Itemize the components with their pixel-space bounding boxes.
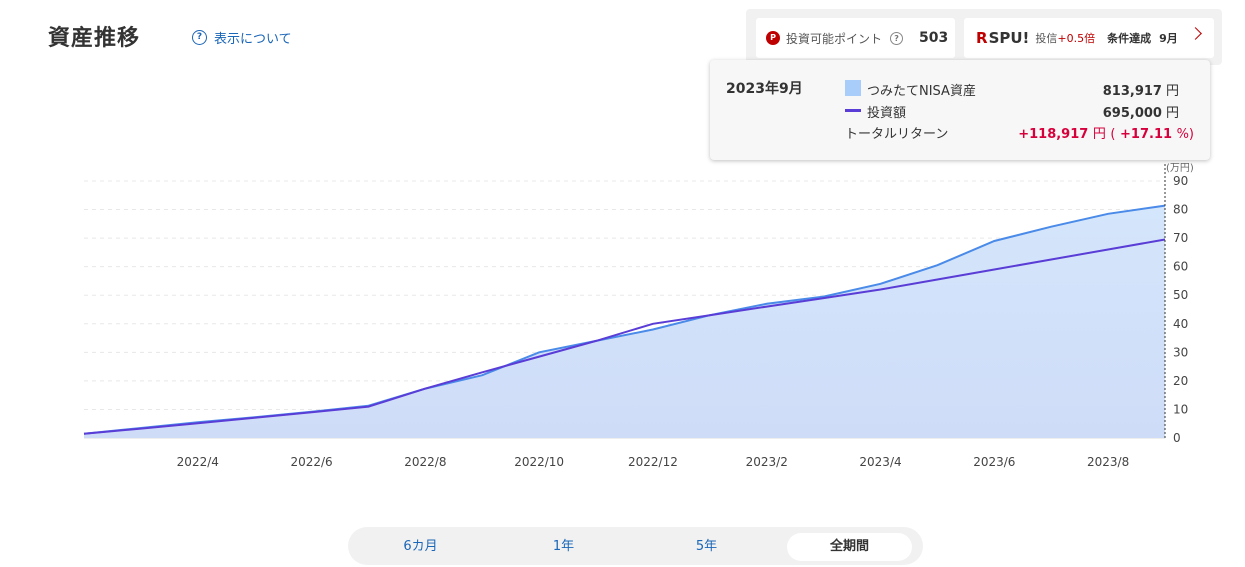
y-tick-label: 40 [1173, 317, 1188, 331]
spu-condition: 条件達成 [1107, 32, 1152, 45]
points-help-icon[interactable]: ? [890, 31, 904, 45]
y-axis-unit: (万円) [1166, 163, 1194, 174]
period-selector: 6カ月 1年 5年 全期間 [348, 527, 923, 565]
y-tick-label: 60 [1173, 260, 1188, 274]
x-tick-label: 2023/6 [973, 455, 1015, 469]
x-tick-label: 2022/4 [177, 455, 219, 469]
about-display-link[interactable]: ? 表示について [192, 28, 292, 47]
tooltip-return-label: トータルリターン [845, 127, 949, 142]
tooltip-invest-value: 695,000 円 [1102, 106, 1179, 121]
y-tick-label: 20 [1173, 374, 1188, 388]
period-tab-6months[interactable]: 6カ月 [403, 539, 438, 554]
y-tick-label: 80 [1173, 203, 1188, 217]
tooltip-date: 2023年9月 [726, 81, 803, 97]
tooltip-invest-label: 投資額 [867, 106, 907, 121]
asset-legend-swatch [845, 80, 861, 96]
tooltip-row-asset: つみたてNISA資産 813,917 円 [845, 78, 1195, 99]
period-tab-5years[interactable]: 5年 [695, 539, 718, 554]
period-tab-1year[interactable]: 1年 [552, 539, 575, 554]
points-label: 投資可能ポイント [786, 31, 883, 46]
investable-points-card: P 投資可能ポイント ? 503 [756, 18, 955, 58]
about-display-label: 表示について [214, 32, 292, 47]
x-tick-label: 2022/6 [290, 455, 332, 469]
y-tick-label: 70 [1173, 231, 1188, 245]
asset-chart[interactable]: 0 10 20 30 40 50 60 70 80 90 2022/4 2022/6 2022/8 20… [0, 0, 1245, 520]
points-value: 503 [919, 30, 949, 46]
spu-logo: RSPU! [976, 29, 1030, 47]
invest-legend-swatch [845, 109, 861, 112]
y-tick-label: 30 [1173, 345, 1188, 359]
y-tick-label: 0 [1173, 431, 1181, 445]
tooltip-asset-value: 813,917 円 [1102, 84, 1179, 99]
x-tick-label: 2023/8 [1087, 455, 1129, 469]
tooltip-asset-label: つみたてNISA資産 [867, 84, 976, 99]
tooltip-return-value: +118,917 円 ( +17.11 %) [1018, 127, 1194, 142]
rakuten-point-icon: P [766, 31, 780, 45]
x-tick-label: 2023/4 [859, 455, 901, 469]
spu-description: 投信+0.5倍 [1035, 32, 1096, 45]
y-tick-label: 10 [1173, 402, 1188, 416]
tooltip-row-invest: 投資額 695,000 円 [845, 100, 1195, 121]
spu-card[interactable]: RSPU! 投信+0.5倍 条件達成 9月 [964, 18, 1214, 58]
period-tab-all[interactable]: 全期間 [787, 533, 912, 561]
chart-tooltip: 2023年9月 つみたてNISA資産 813,917 円 投資額 695,000 円… [710, 60, 1210, 160]
x-tick-label: 2022/8 [404, 455, 446, 469]
y-tick-label: 90 [1173, 174, 1188, 188]
investment-series-line [83, 238, 1166, 435]
x-tick-label: 2023/2 [746, 455, 788, 469]
x-tick-label: 2022/12 [628, 455, 678, 469]
x-tick-label: 2022/10 [514, 455, 564, 469]
page-title: 資産推移 [48, 26, 141, 51]
y-tick-label: 50 [1173, 288, 1188, 302]
spu-month: 9月 [1159, 32, 1178, 45]
help-circle-icon: ? [192, 30, 207, 45]
asset-area-fill [84, 205, 1165, 438]
